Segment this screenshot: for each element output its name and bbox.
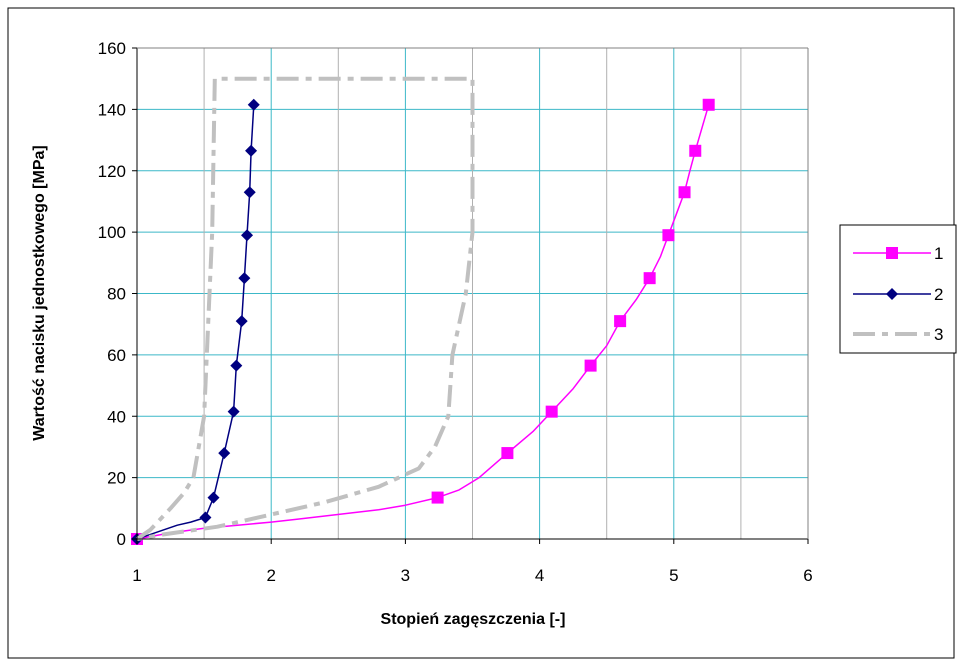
x-axis-title: Stopień zagęszczenia [-] [381, 611, 566, 628]
data-point-series-2 [230, 359, 243, 372]
series-line-1 [136, 104, 710, 540]
legend: 1 2 3 [839, 224, 957, 354]
legend-item-1: 1 [853, 244, 943, 263]
data-point-series-1 [689, 144, 702, 157]
legend-label-1: 1 [934, 244, 943, 263]
y-tick-label: 60 [107, 346, 126, 365]
series-2 [131, 98, 260, 545]
data-point-series-2 [218, 447, 231, 460]
legend-marker-2 [886, 288, 898, 300]
data-point-series-2 [227, 405, 240, 418]
data-point-series-2 [199, 511, 212, 524]
tick-labels: 0 20 40 60 80 100 120 140 160 1 2 3 4 5 6 [98, 39, 813, 585]
y-tick-label: 140 [98, 100, 126, 119]
data-point-series-1 [501, 447, 514, 460]
y-axis-title: Wartość nacisku jednostkowego [MPa] [31, 145, 48, 440]
y-tick-label: 0 [117, 530, 126, 549]
series-line-2 [136, 104, 255, 540]
y-tick-label: 120 [98, 162, 126, 181]
x-tick-label: 1 [132, 566, 141, 585]
data-point-series-1 [545, 405, 558, 418]
data-point-series-1 [702, 98, 715, 111]
data-point-series-1 [678, 186, 691, 199]
x-tick-label: 6 [803, 566, 812, 585]
x-tick-label: 3 [401, 566, 410, 585]
data-point-series-2 [241, 229, 254, 242]
y-tick-label: 40 [107, 407, 126, 426]
legend-box [839, 224, 957, 354]
y-tick-label: 100 [98, 223, 126, 242]
legend-label-3: 3 [934, 325, 943, 344]
data-point-series-2 [245, 144, 258, 157]
data-point-series-2 [235, 315, 248, 328]
series-1 [131, 98, 715, 545]
y-tick-label: 20 [107, 469, 126, 488]
x-tick-label: 2 [266, 566, 275, 585]
legend-marker-1 [886, 247, 898, 259]
data-point-series-1 [662, 229, 675, 242]
legend-item-2: 2 [853, 285, 943, 304]
data-point-series-2 [247, 98, 260, 111]
legend-item-3: 3 [853, 325, 943, 344]
series-3 [135, 76, 475, 541]
data-point-series-1 [614, 315, 627, 328]
data-point-series-1 [431, 491, 444, 504]
series-line-3 [135, 76, 475, 541]
data-point-series-1 [643, 272, 656, 285]
data-point-series-2 [238, 272, 251, 285]
axes [132, 47, 809, 544]
x-tick-label: 5 [669, 566, 678, 585]
legend-label-2: 2 [934, 285, 943, 304]
x-tick-label: 4 [535, 566, 544, 585]
y-tick-label: 160 [98, 39, 126, 58]
data-point-series-1 [584, 359, 597, 372]
data-point-series-2 [207, 491, 220, 504]
series-layer [131, 76, 715, 545]
y-tick-label: 80 [107, 285, 126, 304]
data-point-series-2 [243, 186, 256, 199]
